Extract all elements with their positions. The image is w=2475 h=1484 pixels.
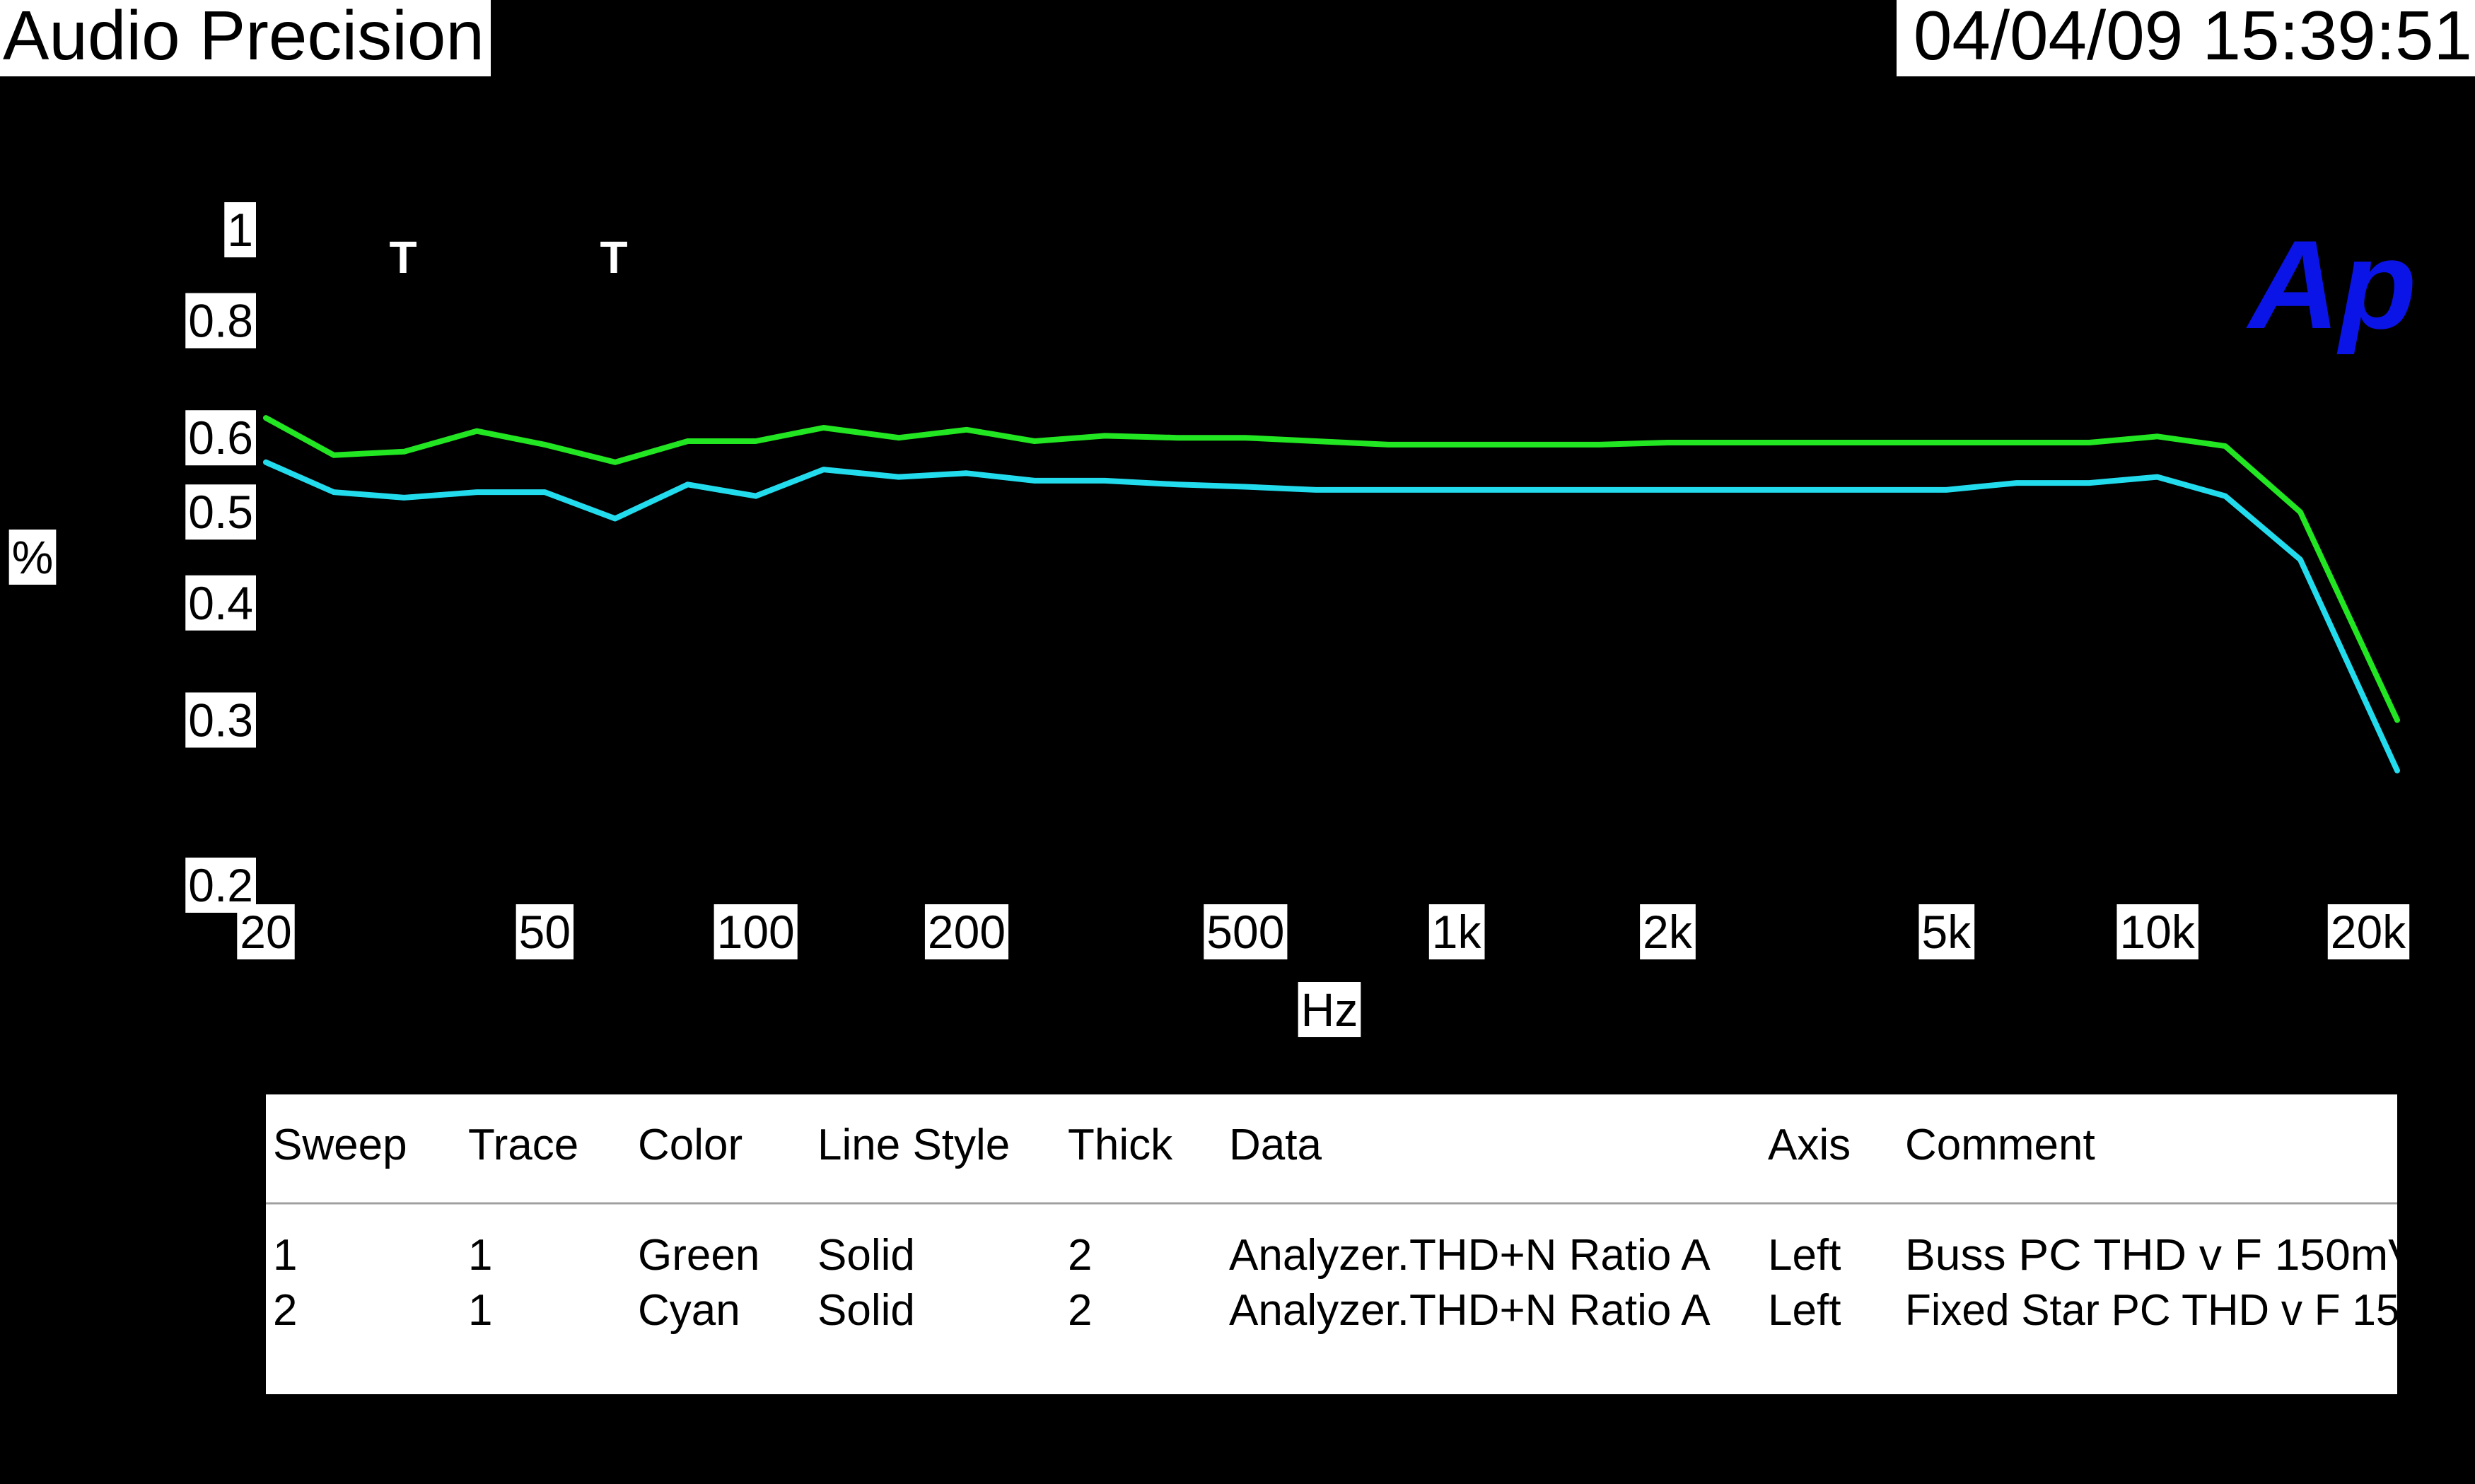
series-line-green — [263, 415, 2400, 723]
y-tick-label: 0.8 — [185, 293, 256, 349]
app-title: Audio Precision — [3, 0, 484, 74]
axis-titles: % Hz — [8, 530, 1361, 1037]
svg-text:0.3: 0.3 — [188, 694, 253, 746]
svg-text:100: 100 — [717, 906, 795, 958]
x-tick-label: 5k — [1918, 904, 1975, 959]
legend-table: Sweep Trace Color Line Style Thick Data Axis Co… — [266, 1094, 2471, 1394]
y-tick-label: 0.2 — [185, 858, 256, 913]
y-tick-label: 0.4 — [185, 575, 256, 631]
svg-text:0.2: 0.2 — [188, 859, 253, 911]
y-tick-label: 0.6 — [185, 410, 256, 466]
x-tick-label: 20k — [2327, 904, 2410, 959]
x-tick-label: 100 — [714, 904, 798, 959]
y-tick-label: 1 — [224, 202, 256, 257]
legend-header-cell: Data — [1229, 1121, 1322, 1169]
x-tick-label: 200 — [924, 904, 1009, 959]
app-title-box: Audio Precision — [0, 0, 491, 76]
legend-cell: 1 — [468, 1286, 492, 1335]
x-tick-label: 2k — [1640, 904, 1696, 959]
audio-precision-logo: Ap — [2246, 214, 2416, 355]
legend-cell: 2 — [1068, 1231, 1092, 1280]
x-tick-label: 1k — [1428, 904, 1485, 959]
svg-text:50: 50 — [519, 906, 571, 958]
svg-text:2k: 2k — [1643, 906, 1693, 958]
x-tick-label: 20 — [237, 904, 295, 959]
legend-header-cell: Color — [638, 1121, 742, 1169]
svg-text:1: 1 — [227, 204, 253, 256]
svg-text:10k: 10k — [2119, 906, 2195, 958]
svg-text:200: 200 — [928, 906, 1006, 958]
svg-text:0.6: 0.6 — [188, 411, 253, 464]
svg-text:500: 500 — [1206, 906, 1284, 958]
legend-header-cell: Line Style — [817, 1121, 1010, 1169]
legend-cell: Green — [638, 1231, 759, 1280]
legend-cell: Solid — [817, 1231, 915, 1280]
legend-header-cell: Trace — [468, 1121, 578, 1169]
series-layer — [263, 415, 2400, 773]
legend-cell: Fixed Star PC THD v F 150 m — [1905, 1286, 2471, 1335]
timestamp-box: 04/04/09 15:39:51 — [1897, 0, 2475, 76]
svg-text:20: 20 — [240, 906, 291, 958]
legend-cell: 1 — [468, 1231, 492, 1280]
legend-cell: Analyzer.THD+N Ratio A — [1229, 1286, 1711, 1335]
legend-cell: Analyzer.THD+N Ratio A — [1229, 1231, 1711, 1280]
trigger-mark: T — [389, 232, 417, 283]
y-tick-label: 0.5 — [185, 484, 256, 540]
trigger-mark: T — [600, 232, 627, 283]
legend-header-cell: Axis — [1768, 1121, 1851, 1169]
svg-text:0.5: 0.5 — [188, 486, 253, 538]
series-line-cyan — [263, 459, 2400, 773]
x-axis-ticks: 20 50 100 200 500 1k 2k 5k 10k 20k — [237, 904, 2410, 959]
y-axis-ticks: 1 0.8 0.6 0.5 0.4 0.3 0.2 — [185, 202, 256, 913]
legend-header-cell: Comment — [1905, 1121, 2095, 1169]
svg-text:5k: 5k — [1921, 906, 1972, 958]
legend-cell: Left — [1768, 1286, 1841, 1335]
svg-text:1k: 1k — [1432, 906, 1482, 958]
x-axis-title: Hz — [1298, 982, 1361, 1037]
legend-cell: 1 — [273, 1231, 297, 1280]
legend-cell: Solid — [817, 1286, 915, 1335]
svg-text:Hz: Hz — [1301, 983, 1358, 1036]
legend-cell: Cyan — [638, 1286, 740, 1335]
x-tick-label: 500 — [1204, 904, 1288, 959]
legend-cell: Buss PC THD v F 150mV — [1905, 1231, 2419, 1280]
legend-header-cell: Sweep — [273, 1121, 407, 1169]
svg-text:0.4: 0.4 — [188, 577, 253, 629]
legend-cell: Left — [1768, 1231, 1841, 1280]
legend-header-cell: Thick — [1068, 1121, 1173, 1169]
legend-cell: 2 — [1068, 1286, 1092, 1335]
svg-text:20k: 20k — [2331, 906, 2406, 958]
x-tick-label: 50 — [516, 904, 574, 959]
svg-text:%: % — [12, 531, 54, 583]
legend-cell: 2 — [273, 1286, 297, 1335]
svg-text:0.8: 0.8 — [188, 295, 253, 347]
y-tick-label: 0.3 — [185, 692, 256, 748]
timestamp: 04/04/09 15:39:51 — [1914, 0, 2472, 74]
y-axis-title: % — [8, 530, 57, 585]
x-tick-label: 10k — [2116, 904, 2199, 959]
